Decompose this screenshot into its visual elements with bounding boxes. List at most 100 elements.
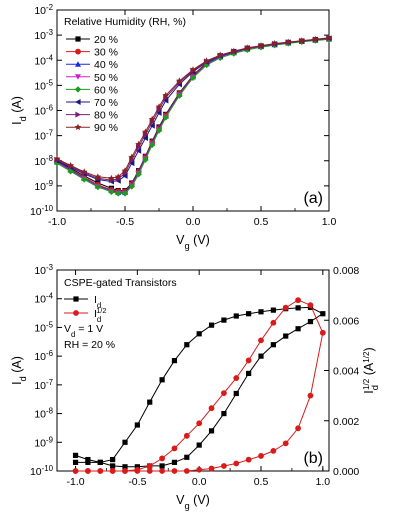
legend-marker [75, 111, 81, 118]
data-point [283, 333, 289, 339]
legend-label: 70 % [94, 97, 118, 109]
data-point [147, 399, 153, 405]
annotation: Vd = 1 V [64, 323, 103, 339]
legend-marker [75, 99, 81, 105]
data-point [135, 147, 142, 154]
legend-marker [75, 61, 81, 67]
data-point [189, 66, 197, 73]
legend-item: 30 % [66, 47, 118, 59]
data-point [122, 172, 128, 179]
data-point [295, 297, 301, 304]
data-point [162, 114, 169, 121]
data-point [196, 420, 203, 427]
data-point [171, 468, 178, 474]
data-point [171, 445, 178, 452]
x-axis-label: Vg (V) [176, 493, 210, 511]
data-point [128, 153, 136, 160]
legend-label: 30 % [94, 47, 118, 59]
legend-marker [74, 123, 82, 131]
data-point [245, 357, 252, 364]
data-point [320, 311, 326, 317]
legend-item: 70 % [66, 97, 118, 109]
data-point [216, 51, 224, 59]
y2-tick-label: 0.008 [333, 265, 359, 277]
data-point [230, 47, 238, 55]
legend-marker [75, 74, 81, 80]
data-point [246, 370, 252, 377]
data-point [307, 302, 314, 309]
data-point [121, 190, 129, 197]
data-point [156, 109, 162, 116]
data-point [149, 141, 156, 149]
data-point [81, 176, 88, 183]
data-point [208, 465, 215, 472]
data-point [184, 342, 190, 348]
data-point [53, 155, 61, 162]
legend-item: 60 % [66, 84, 118, 96]
data-point [176, 92, 183, 99]
data-point [141, 128, 149, 135]
data-point [189, 74, 197, 82]
legend-item: 80 % [66, 110, 118, 122]
data-point [196, 331, 202, 337]
data-point [196, 442, 202, 448]
data-point [282, 304, 289, 311]
data-point [208, 405, 215, 412]
data-point [85, 468, 91, 474]
data-point [135, 140, 143, 148]
x-tick-label: -0.5 [116, 216, 134, 228]
data-point [307, 318, 314, 325]
data-point [258, 309, 264, 315]
data-point [72, 468, 79, 474]
data-point [311, 35, 319, 43]
legend-label: 50 % [94, 72, 118, 84]
y2-tick-label: 0.004 [333, 366, 359, 378]
data-point [233, 313, 239, 319]
data-point [142, 135, 148, 142]
x-tick-label: 1.0 [316, 476, 331, 488]
data-point [142, 156, 149, 163]
data-point [258, 353, 264, 359]
data-point [94, 183, 101, 191]
x-tick-label: 0.5 [254, 216, 269, 228]
data-point [307, 392, 314, 399]
data-point [257, 42, 265, 49]
legend-item: 90 % [66, 122, 118, 134]
x-tick-label: -1.0 [48, 216, 66, 228]
data-point [72, 452, 79, 458]
panel-label: (a) [303, 190, 323, 207]
y2-tick-label: 0.006 [333, 315, 359, 327]
legend-marker [74, 86, 82, 93]
y-tick-label: 10-8 [34, 153, 53, 168]
data-point [97, 468, 104, 474]
data-point [295, 305, 301, 311]
data-point [233, 375, 240, 381]
x-tick-label: 0.5 [254, 476, 269, 488]
data-point [258, 453, 264, 459]
x-tick-label: -1.0 [66, 476, 84, 488]
data-point [85, 456, 91, 463]
data-point [128, 160, 135, 167]
x-axis-label: Vg (V) [176, 233, 210, 251]
data-point [159, 468, 165, 474]
data-point [246, 311, 252, 317]
y-tick-label: 10-6 [34, 349, 53, 364]
data-point [159, 463, 165, 469]
data-point [146, 463, 153, 469]
x-tick-label: -0.5 [128, 476, 146, 488]
y-tick-label: 10-9 [34, 178, 53, 193]
y-axis-label: Id (A) [10, 96, 28, 125]
y-tick-label: 10-4 [34, 291, 53, 306]
annotation: RH = 20 % [64, 339, 115, 351]
y2-axis-label: Id1/2 (A1/2) [362, 347, 381, 393]
y-tick-label: 10-2 [34, 3, 53, 18]
data-point [325, 34, 333, 41]
y2-tick-label: 0.002 [333, 416, 359, 428]
data-point [233, 390, 239, 397]
legend: Relative Humidity (RH, %) 20 %30 %40 %50 … [64, 16, 186, 134]
legend-marker [73, 296, 79, 302]
data-point [94, 173, 102, 180]
data-point [221, 410, 227, 417]
legend-label: Id [94, 294, 101, 310]
